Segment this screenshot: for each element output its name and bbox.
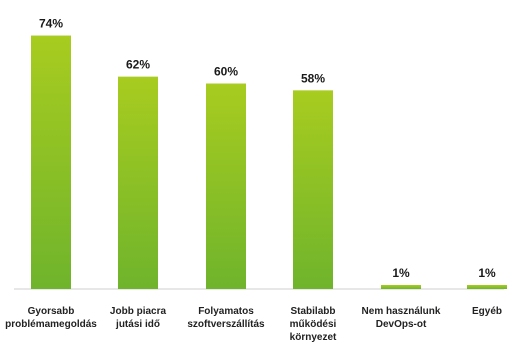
category-label-5: Egyéb — [472, 306, 502, 317]
bar-1 — [118, 76, 158, 290]
value-labels-group: 74% 62% 60% 58% 1% 1% — [39, 17, 496, 280]
value-label-1: 62% — [126, 58, 150, 72]
category-label-2-line-0: Folyamatos — [198, 306, 254, 317]
bar-5 — [467, 285, 507, 289]
category-label-3: Stabilabb működési környezet — [290, 306, 337, 343]
category-label-4-line-0: Nem használunk — [362, 306, 441, 317]
category-label-5-line-0: Egyéb — [472, 306, 502, 317]
category-label-0-line-1: problémamegoldás — [5, 319, 97, 330]
value-label-4: 1% — [392, 266, 410, 280]
category-label-4-line-1: DevOps-ot — [376, 319, 427, 330]
category-label-2-line-1: szoftverszállítás — [187, 319, 265, 330]
category-label-1-line-1: jutási idő — [115, 319, 160, 330]
category-label-0: Gyorsabb problémamegoldás — [5, 306, 97, 330]
bar-4 — [381, 285, 421, 289]
category-label-3-line-2: környezet — [290, 332, 337, 343]
category-label-2: Folyamatos szoftverszállítás — [187, 306, 265, 330]
category-label-3-line-0: Stabilabb — [290, 306, 335, 317]
category-label-0-line-0: Gyorsabb — [28, 306, 75, 317]
value-label-0: 74% — [39, 17, 63, 31]
value-label-5: 1% — [478, 266, 496, 280]
category-label-4: Nem használunk DevOps-ot — [362, 306, 441, 330]
category-label-1-line-0: Jobb piacra — [110, 306, 167, 317]
category-label-1: Jobb piacra jutási idő — [110, 306, 167, 330]
value-label-2: 60% — [214, 65, 238, 79]
bar-0 — [31, 35, 71, 289]
value-label-3: 58% — [301, 71, 325, 85]
category-label-3-line-1: működési — [290, 319, 337, 330]
bars-group — [31, 35, 507, 290]
category-labels-group: Gyorsabb problémamegoldás Jobb piacra jutás… — [5, 306, 502, 343]
bar-2 — [206, 83, 246, 289]
bar-3 — [293, 90, 333, 289]
